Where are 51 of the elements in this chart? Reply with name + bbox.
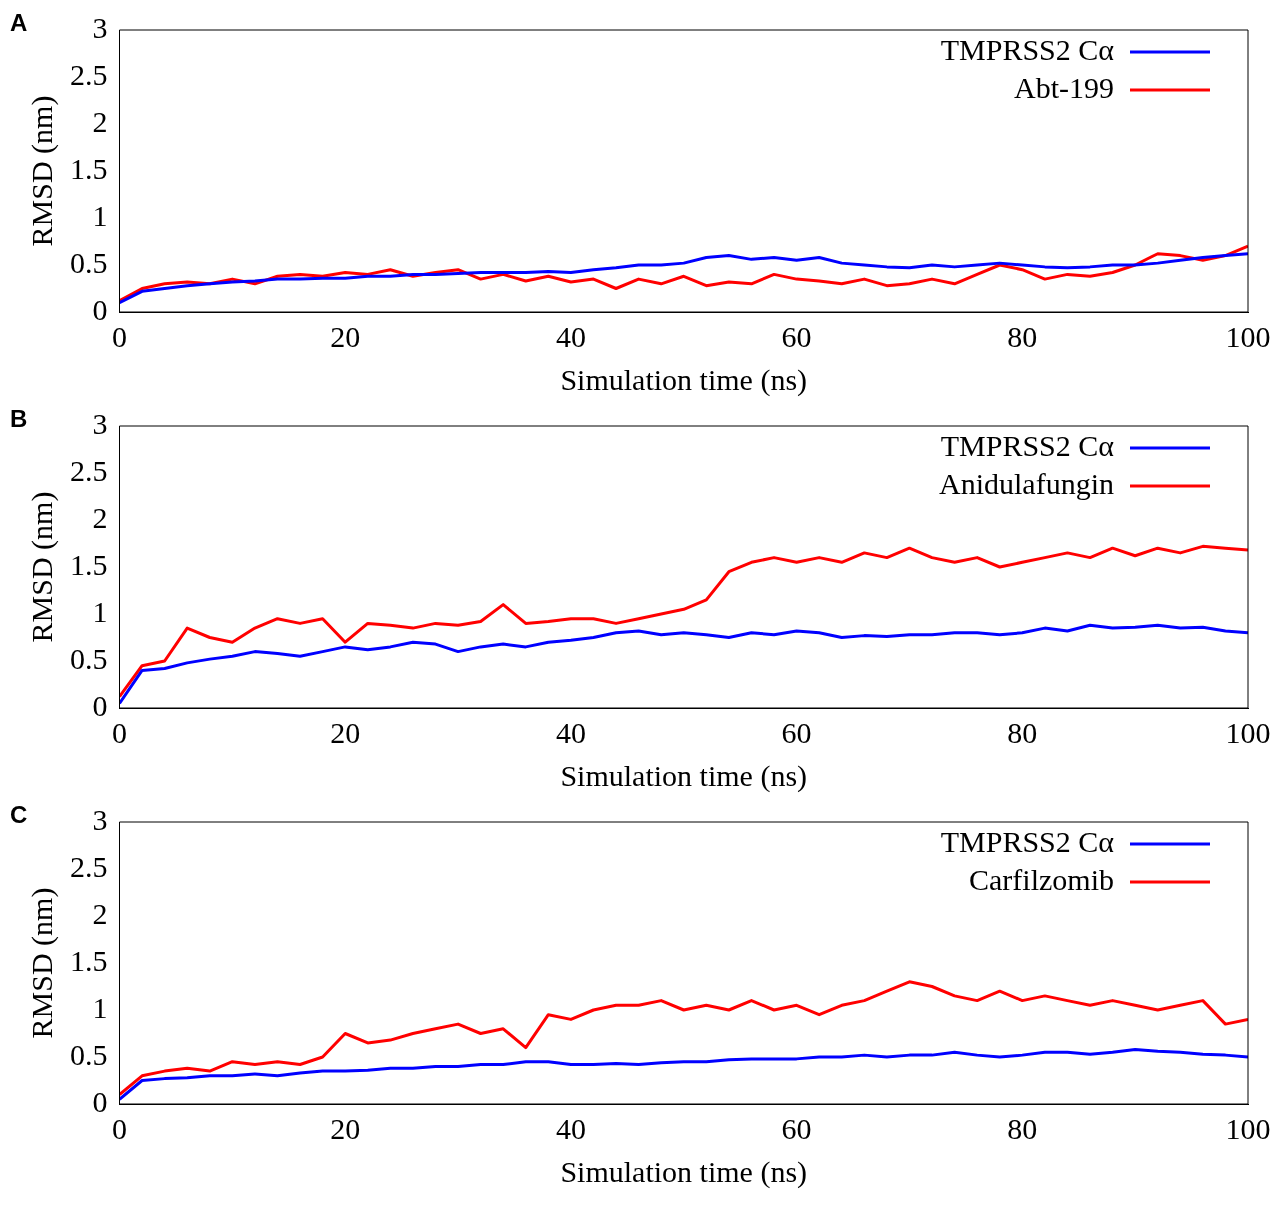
x-tick-label: 20 [330, 715, 361, 749]
x-tick-label: 40 [555, 1111, 586, 1145]
x-tick-label: 100 [1225, 1111, 1271, 1145]
y-tick-label: 2.5 [70, 849, 108, 883]
y-tick-label: 1.5 [70, 547, 108, 581]
x-tick-label: 40 [555, 715, 586, 749]
x-axis-title: Simulation time (ns) [560, 758, 808, 793]
x-tick-label: 100 [1225, 319, 1271, 353]
legend-label: TMPRSS2 Cα [940, 428, 1115, 462]
legend-label: TMPRSS2 Cα [940, 824, 1115, 858]
x-axis-title: Simulation time (ns) [560, 1154, 808, 1189]
y-tick-label: 3 [92, 10, 108, 44]
x-tick-label: 80 [1007, 319, 1038, 353]
y-tick-label: 2 [92, 500, 108, 534]
legend-label: Abt-199 [1014, 70, 1114, 104]
y-tick-label: 2.5 [70, 57, 108, 91]
y-tick-label: 2 [92, 104, 108, 138]
y-axis-title: RMSD (nm) [24, 95, 59, 247]
y-axis-title: RMSD (nm) [24, 887, 59, 1039]
x-axis-title: Simulation time (ns) [560, 362, 808, 397]
y-tick-label: 0 [92, 292, 108, 326]
legend-label: Carfilzomib [969, 862, 1114, 896]
legend-label: Anidulafungin [939, 466, 1114, 500]
y-tick-label: 0.5 [70, 245, 108, 279]
y-tick-label: 1.5 [70, 151, 108, 185]
x-tick-label: 40 [555, 319, 586, 353]
legend-label: TMPRSS2 Cα [940, 32, 1115, 66]
chart-title: C [10, 800, 28, 828]
x-tick-label: 20 [330, 319, 361, 353]
y-tick-label: 1 [92, 198, 108, 232]
y-tick-label: 0 [92, 688, 108, 722]
x-tick-label: 60 [781, 1111, 812, 1145]
y-tick-label: 3 [92, 802, 108, 836]
y-tick-label: 1 [92, 594, 108, 628]
y-tick-label: 1 [92, 990, 108, 1024]
x-tick-label: 80 [1007, 715, 1038, 749]
y-tick-label: 1.5 [70, 943, 108, 977]
x-tick-label: 80 [1007, 1111, 1038, 1145]
y-axis-title: RMSD (nm) [24, 491, 59, 643]
x-tick-label: 20 [330, 1111, 361, 1145]
y-tick-label: 0.5 [70, 641, 108, 675]
y-tick-label: 2 [92, 896, 108, 930]
x-tick-label: 100 [1225, 715, 1271, 749]
chart-title: B [10, 404, 28, 432]
x-tick-label: 60 [781, 715, 812, 749]
x-tick-label: 60 [781, 319, 812, 353]
chart-title: A [10, 8, 28, 36]
y-tick-label: 3 [92, 406, 108, 440]
y-tick-label: 0.5 [70, 1037, 108, 1071]
y-tick-label: 0 [92, 1084, 108, 1118]
y-tick-label: 2.5 [70, 453, 108, 487]
